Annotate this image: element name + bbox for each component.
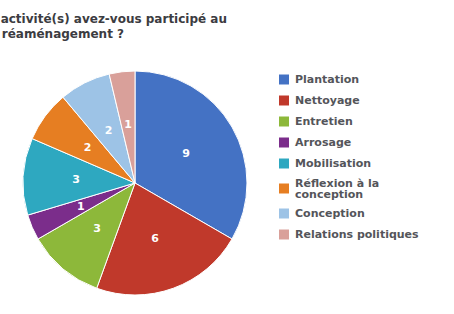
svg-text:réaménagement ?: réaménagement ?: [2, 27, 124, 41]
svg-text:1: 1: [77, 200, 85, 213]
svg-text:conception: conception: [295, 188, 363, 201]
svg-text:3: 3: [93, 222, 101, 235]
svg-text:Mobilisation: Mobilisation: [295, 157, 371, 170]
svg-text:Plantation: Plantation: [295, 73, 359, 86]
svg-text:2: 2: [84, 141, 92, 154]
svg-text:1: 1: [124, 118, 132, 131]
svg-text:Nettoyage: Nettoyage: [295, 94, 360, 107]
svg-text:9: 9: [182, 147, 190, 160]
svg-text:3: 3: [72, 173, 80, 186]
svg-text:Réflexion à la: Réflexion à la: [295, 176, 380, 190]
svg-text:2: 2: [105, 124, 113, 137]
svg-text:Dans quelle(s) activité(s) ave: Dans quelle(s) activité(s) avez-vous par…: [0, 12, 227, 26]
svg-text:Relations politiques: Relations politiques: [295, 228, 419, 241]
svg-text:Conception: Conception: [295, 207, 365, 220]
svg-text:Entretien: Entretien: [295, 115, 353, 128]
svg-text:Arrosage: Arrosage: [295, 136, 351, 149]
svg-text:6: 6: [151, 232, 159, 245]
